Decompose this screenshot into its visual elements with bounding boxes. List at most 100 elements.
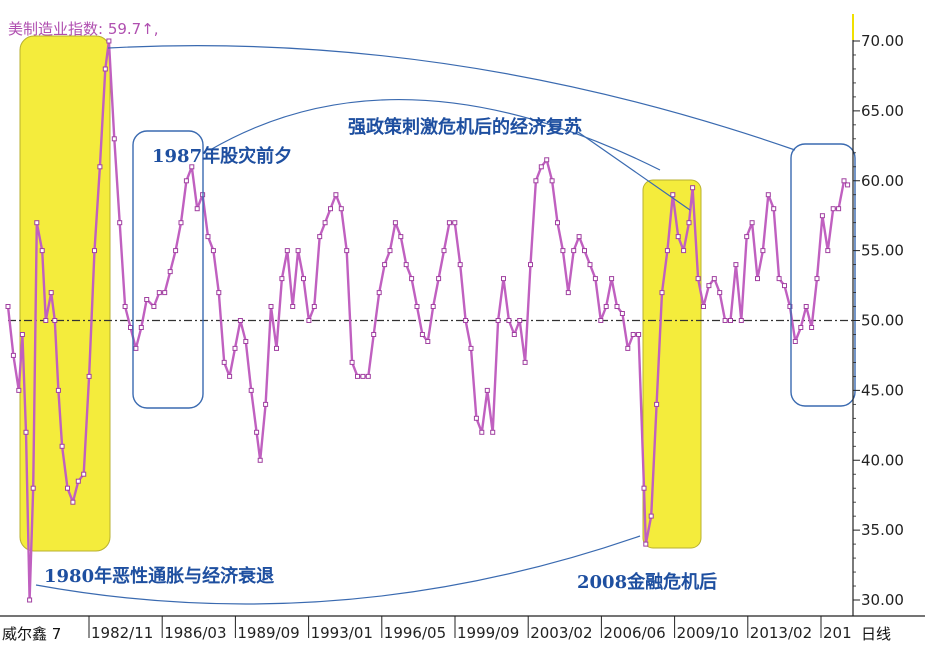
data-point bbox=[733, 262, 739, 268]
data-point bbox=[268, 304, 274, 309]
annotation-1987: 1987年股灾前夕 bbox=[152, 146, 293, 167]
data-point bbox=[430, 304, 436, 309]
y-tick-label: 30.00 bbox=[861, 591, 904, 609]
data-point bbox=[648, 513, 654, 519]
data-point bbox=[501, 276, 506, 282]
data-point bbox=[338, 206, 344, 212]
data-point bbox=[122, 304, 128, 309]
data-point bbox=[670, 192, 676, 198]
data-point bbox=[841, 178, 847, 184]
data-point bbox=[603, 304, 609, 309]
data-point bbox=[290, 304, 296, 309]
data-point bbox=[836, 206, 842, 212]
data-point bbox=[189, 164, 195, 170]
connector-stimulus-arrow bbox=[577, 131, 691, 211]
y-tick-label: 65.00 bbox=[861, 102, 904, 120]
data-point bbox=[760, 248, 766, 254]
data-point bbox=[681, 248, 687, 254]
data-point bbox=[371, 332, 377, 337]
data-point bbox=[659, 290, 665, 296]
data-point bbox=[771, 206, 777, 212]
data-point bbox=[582, 248, 587, 254]
data-point bbox=[133, 345, 139, 351]
data-point bbox=[533, 178, 539, 184]
data-point bbox=[641, 485, 647, 491]
data-point bbox=[722, 318, 728, 323]
data-point bbox=[675, 234, 681, 240]
data-point bbox=[549, 178, 555, 184]
highlight-2008 bbox=[642, 179, 702, 549]
data-point bbox=[792, 339, 798, 344]
data-point bbox=[409, 276, 415, 282]
data-point bbox=[654, 401, 660, 407]
data-point bbox=[571, 248, 577, 254]
period-label: 日线 bbox=[861, 625, 892, 643]
data-point bbox=[803, 304, 809, 309]
data-point bbox=[387, 248, 393, 254]
connector-stimulus bbox=[107, 45, 796, 151]
data-point bbox=[27, 597, 33, 603]
data-point bbox=[5, 304, 11, 309]
data-point bbox=[845, 182, 851, 188]
data-point bbox=[48, 290, 54, 296]
data-point bbox=[23, 429, 29, 435]
data-point bbox=[70, 499, 76, 505]
connector-1987 bbox=[209, 99, 661, 171]
data-point bbox=[587, 262, 593, 268]
data-point bbox=[457, 262, 463, 268]
data-point bbox=[619, 311, 625, 316]
data-point bbox=[52, 318, 58, 323]
data-point bbox=[59, 443, 65, 449]
data-point bbox=[798, 325, 804, 330]
data-point bbox=[749, 220, 755, 226]
data-point bbox=[205, 234, 211, 240]
data-point bbox=[173, 248, 179, 254]
data-point bbox=[349, 359, 355, 365]
data-point bbox=[463, 318, 469, 323]
data-point bbox=[664, 248, 670, 254]
data-point bbox=[744, 234, 750, 240]
source-label: 威尔鑫 7 bbox=[2, 625, 62, 643]
data-point bbox=[473, 415, 479, 421]
x-tick-label: 201 bbox=[823, 624, 852, 642]
data-point bbox=[690, 185, 696, 191]
data-point bbox=[65, 485, 70, 491]
data-point bbox=[243, 339, 249, 344]
x-tick-label: 2013/02 bbox=[750, 624, 812, 642]
data-point bbox=[555, 220, 560, 226]
data-point bbox=[111, 136, 117, 142]
data-point bbox=[392, 220, 398, 226]
data-point bbox=[16, 387, 22, 393]
data-point bbox=[344, 248, 350, 254]
data-point bbox=[279, 276, 285, 282]
data-point bbox=[711, 276, 717, 282]
data-point bbox=[787, 304, 793, 309]
data-point bbox=[254, 429, 260, 435]
data-point bbox=[809, 325, 815, 330]
data-point bbox=[538, 164, 544, 170]
data-point bbox=[544, 157, 550, 163]
data-point bbox=[576, 234, 582, 240]
y-tick-label: 40.00 bbox=[861, 451, 904, 469]
data-point bbox=[484, 387, 490, 393]
x-tick-label: 2003/02 bbox=[530, 624, 592, 642]
data-point bbox=[322, 220, 328, 226]
data-point bbox=[765, 192, 771, 198]
data-point bbox=[333, 192, 339, 198]
data-point bbox=[248, 387, 254, 393]
x-tick-label: 1982/11 bbox=[91, 624, 153, 642]
data-point bbox=[814, 276, 820, 282]
box-recent bbox=[790, 143, 856, 407]
data-point bbox=[263, 401, 269, 407]
data-point bbox=[86, 373, 92, 379]
data-point bbox=[365, 373, 371, 379]
data-point bbox=[221, 359, 227, 365]
data-point bbox=[376, 290, 382, 296]
data-point bbox=[625, 345, 631, 351]
y-tick-label: 45.00 bbox=[861, 381, 904, 399]
data-point bbox=[419, 332, 425, 337]
data-point bbox=[311, 304, 317, 309]
data-point bbox=[452, 220, 458, 226]
data-point bbox=[522, 359, 528, 365]
data-point bbox=[382, 262, 388, 268]
